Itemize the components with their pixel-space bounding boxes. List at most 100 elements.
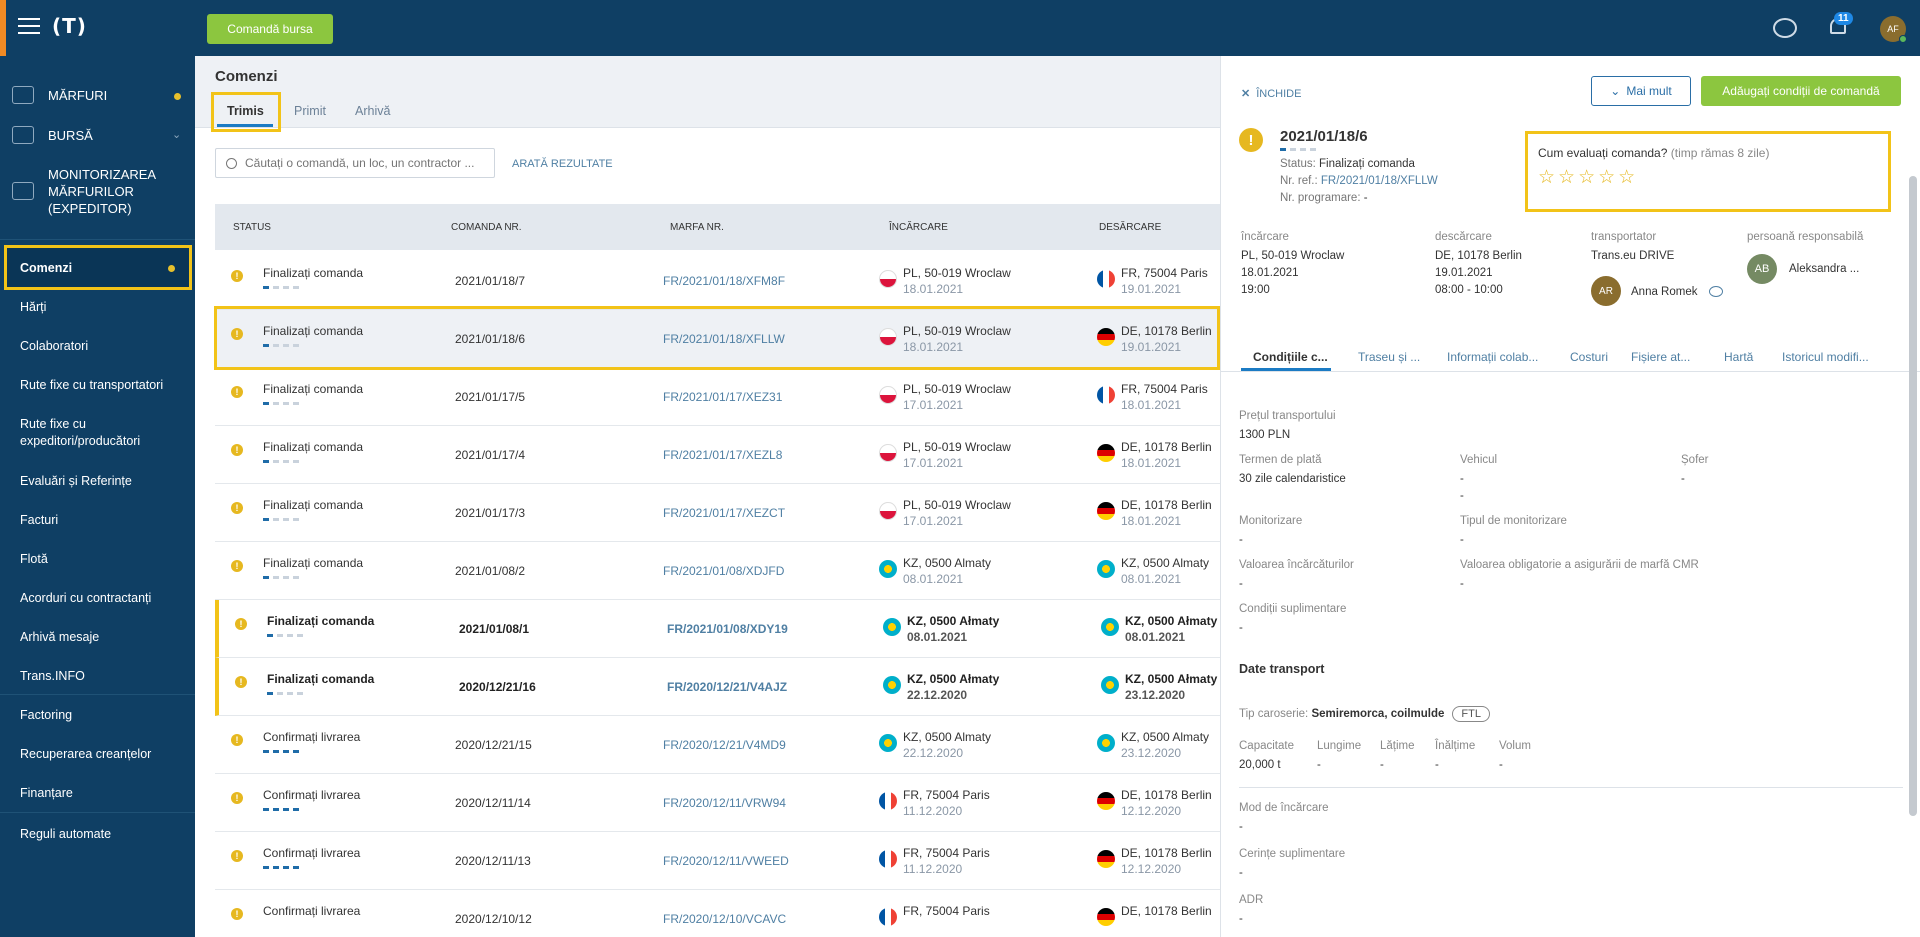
show-results-link[interactable]: ARATĂ REZULTATE bbox=[512, 158, 613, 170]
row-order-no: 2020/12/11/13 bbox=[455, 854, 531, 868]
row-loading: PL, 50-019 Wroclaw 18.01.2021 bbox=[903, 323, 1011, 355]
close-icon: ✕ bbox=[1241, 88, 1251, 100]
sidebar-item-debt-recovery[interactable]: Recuperarea creanțelor bbox=[20, 747, 152, 761]
exchange-order-button[interactable]: Comandă bursa bbox=[207, 14, 333, 44]
table-row[interactable]: ! Finalizați comanda 2021/01/17/5 FR/202… bbox=[215, 368, 1220, 426]
sidebar-item-automatic-rules[interactable]: Reguli automate bbox=[20, 827, 112, 841]
col-cargo-no[interactable]: MARFA NR. bbox=[670, 222, 724, 233]
table-row[interactable]: ! Finalizați comanda 2021/01/18/7 FR/202… bbox=[215, 252, 1220, 310]
sidebar-main-goods[interactable]: MĂRFURI bbox=[12, 86, 107, 104]
tab-map[interactable]: Hartă bbox=[1724, 350, 1754, 364]
more-button[interactable]: ⌄ Mai mult bbox=[1591, 76, 1691, 106]
sidebar-item-transinfo[interactable]: Trans.INFO bbox=[20, 669, 85, 683]
close-button[interactable]: ✕ ÎNCHIDE bbox=[1241, 87, 1301, 100]
unloading-place: FR, 75004 Paris bbox=[1121, 266, 1208, 280]
tab-archive[interactable]: Arhivă bbox=[355, 104, 391, 118]
flag-kz-icon bbox=[883, 618, 901, 636]
table-row[interactable]: ! Finalizați comanda 2021/01/17/3 FR/202… bbox=[215, 484, 1220, 542]
table-header: STATUS COMANDA NR. MARFA NR. ÎNCĂRCARE D… bbox=[215, 204, 1220, 250]
row-cargo-ref[interactable]: FR/2021/01/17/XEZCT bbox=[663, 506, 786, 520]
row-cargo-ref[interactable]: FR/2021/01/17/XEZ31 bbox=[663, 390, 783, 404]
sidebar-item-financing[interactable]: Finanțare bbox=[20, 786, 73, 800]
body-type-label: Tip caroserie: bbox=[1239, 708, 1309, 720]
tab-conditions[interactable]: Condițiile c... bbox=[1253, 350, 1328, 364]
row-status: Finalizați comanda bbox=[267, 672, 375, 686]
user-avatar[interactable]: AF bbox=[1880, 16, 1907, 43]
unloading-date: 18.01.2021 bbox=[1121, 514, 1182, 528]
sidebar-item-partners[interactable]: Colaboratori bbox=[20, 339, 89, 353]
sidebar-main-exchange[interactable]: BURSĂ bbox=[12, 126, 93, 144]
sidebar-item-maps[interactable]: Hărți bbox=[20, 300, 47, 314]
add-conditions-button[interactable]: Adăugați condiții de comandă bbox=[1701, 76, 1901, 106]
sidebar-item-fixed-routes-shippers[interactable]: Rute fixe cu expeditori/producători bbox=[20, 417, 141, 448]
flag-fr-icon bbox=[879, 792, 897, 810]
row-cargo-ref[interactable]: FR/2020/12/21/V4AJZ bbox=[667, 680, 788, 694]
ref-line: Nr. ref.: FR/2021/01/18/XFLLW bbox=[1280, 175, 1438, 187]
sidebar-item-fleet[interactable]: Flotă bbox=[20, 552, 48, 566]
sidebar-item-factoring[interactable]: Factoring bbox=[20, 708, 73, 722]
sidebar-item-orders[interactable]: Comenzi bbox=[20, 261, 73, 275]
vehicle-value-2: - bbox=[1460, 490, 1464, 502]
col-loading[interactable]: ÎNCĂRCARE bbox=[889, 222, 948, 233]
sidebar-main-monitoring[interactable]: MONITORIZAREA MĂRFURILOR (EXPEDITOR) bbox=[12, 166, 158, 217]
tab-collab-info[interactable]: Informații colab... bbox=[1447, 350, 1539, 364]
ref-link[interactable]: FR/2021/01/18/XFLLW bbox=[1320, 175, 1438, 187]
row-cargo-ref[interactable]: FR/2020/12/11/VRW94 bbox=[663, 796, 786, 810]
sidebar-item-agreements[interactable]: Acorduri cu contractanți bbox=[20, 591, 152, 605]
table-row[interactable]: ! Finalizați comanda 2021/01/08/2 FR/202… bbox=[215, 542, 1220, 600]
carrier-name: Trans.eu DRIVE bbox=[1591, 250, 1675, 262]
search-input[interactable] bbox=[245, 156, 475, 170]
progress-indicator bbox=[263, 750, 303, 753]
row-cargo-ref[interactable]: FR/2021/01/18/XFLLW bbox=[663, 332, 785, 346]
row-cargo-ref[interactable]: FR/2020/12/11/VWEED bbox=[663, 854, 789, 868]
row-cargo-ref[interactable]: FR/2021/01/08/XDY19 bbox=[667, 622, 788, 636]
chat-icon[interactable] bbox=[1709, 286, 1723, 297]
table-row[interactable]: ! Confirmați livrarea 2020/12/11/14 FR/2… bbox=[215, 774, 1220, 832]
table-row[interactable]: ! Confirmați livrarea 2020/12/10/12 FR/2… bbox=[215, 890, 1220, 937]
row-cargo-ref[interactable]: FR/2021/01/18/XFM8F bbox=[663, 274, 786, 288]
tab-received[interactable]: Primit bbox=[294, 104, 326, 118]
table-row[interactable]: ! Finalizați comanda 2021/01/08/1 FR/202… bbox=[215, 600, 1220, 658]
row-order-no: 2021/01/08/2 bbox=[455, 564, 526, 578]
col-order-no[interactable]: COMANDA NR. bbox=[451, 222, 522, 233]
rating-stars[interactable]: ☆☆☆☆☆ bbox=[1538, 167, 1639, 188]
menu-icon[interactable] bbox=[18, 18, 40, 36]
row-order-no: 2020/12/11/14 bbox=[455, 796, 531, 810]
loading-date: 11.12.2020 bbox=[903, 862, 963, 876]
user-initials: AF bbox=[1887, 24, 1899, 34]
sidebar-item-ratings[interactable]: Evaluări și Referințe bbox=[20, 474, 132, 488]
tab-route[interactable]: Traseu și ... bbox=[1358, 350, 1421, 364]
app-logo[interactable]: (T) bbox=[52, 14, 87, 38]
row-cargo-ref[interactable]: FR/2021/01/08/XDJFD bbox=[663, 564, 785, 578]
sidebar-item-invoices[interactable]: Facturi bbox=[20, 513, 59, 527]
row-order-no: 2020/12/21/16 bbox=[459, 680, 536, 694]
tab-costs[interactable]: Costuri bbox=[1570, 350, 1609, 364]
responsible-name[interactable]: Aleksandra ... bbox=[1789, 263, 1860, 275]
chevron-down-icon[interactable]: ⌄ bbox=[172, 129, 182, 141]
loading-place: FR, 75004 Paris bbox=[903, 788, 990, 802]
table-row[interactable]: ! Finalizați comanda 2020/12/21/16 FR/20… bbox=[215, 658, 1220, 716]
sidebar-item-fixed-routes-carriers[interactable]: Rute fixe cu transportatori bbox=[20, 378, 164, 392]
row-cargo-ref[interactable]: FR/2020/12/21/V4MD9 bbox=[663, 738, 786, 752]
row-unloading: FR, 75004 Paris 19.01.2021 bbox=[1121, 265, 1208, 297]
col-unloading[interactable]: DESĂRCARE bbox=[1099, 222, 1162, 233]
table-row[interactable]: ! Confirmați livrarea 2020/12/21/15 FR/2… bbox=[215, 716, 1220, 774]
progress-indicator bbox=[263, 518, 303, 521]
unloading-details: DE, 10178 Berlin 19.01.2021 08:00 - 10:00 bbox=[1435, 248, 1522, 299]
tab-sent[interactable]: Trimis bbox=[227, 104, 264, 118]
chat-icon[interactable] bbox=[1773, 18, 1797, 38]
tab-history[interactable]: Istoricul modifi... bbox=[1782, 350, 1869, 364]
row-loading: FR, 75004 Paris 11.12.2020 bbox=[903, 845, 990, 877]
table-row[interactable]: ! Confirmați livrarea 2020/12/11/13 FR/2… bbox=[215, 832, 1220, 890]
row-unloading: DE, 10178 Berlin 12.12.2020 bbox=[1121, 787, 1212, 819]
table-row[interactable]: ! Finalizați comanda 2021/01/17/4 FR/202… bbox=[215, 426, 1220, 484]
rating-question: Cum evaluați comanda? (timp rămas 8 zile… bbox=[1538, 146, 1769, 160]
progress-indicator bbox=[267, 692, 307, 695]
sidebar-item-messages-archive[interactable]: Arhivă mesaje bbox=[20, 630, 100, 644]
row-order-no: 2021/01/17/3 bbox=[455, 506, 526, 520]
tab-files[interactable]: Fișiere at... bbox=[1631, 350, 1691, 364]
panel-scrollbar[interactable] bbox=[1909, 176, 1917, 816]
col-status[interactable]: STATUS bbox=[233, 222, 271, 233]
row-cargo-ref[interactable]: FR/2021/01/17/XEZL8 bbox=[663, 448, 783, 462]
row-cargo-ref[interactable]: FR/2020/12/10/VCAVC bbox=[663, 912, 787, 926]
